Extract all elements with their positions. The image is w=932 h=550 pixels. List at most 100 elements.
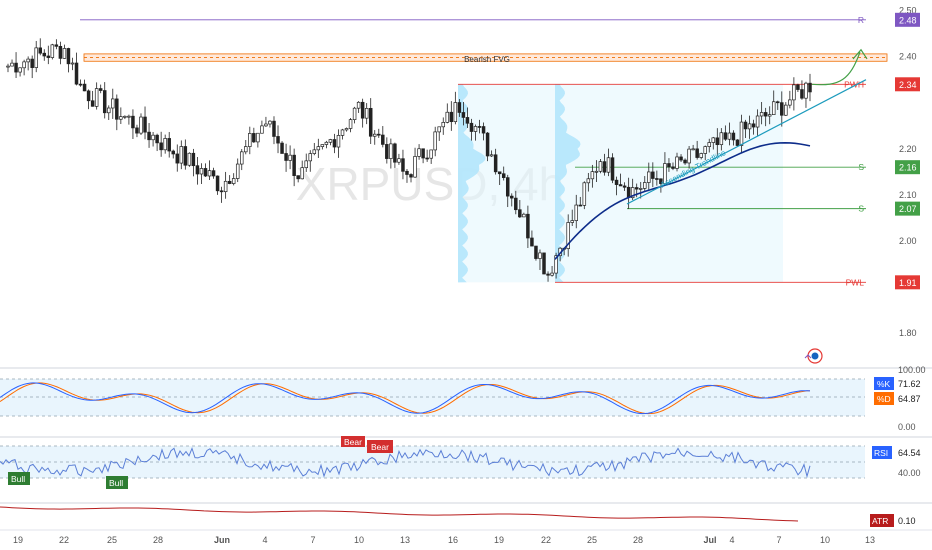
candle: [308, 150, 313, 172]
price-tick-5: 2.00: [899, 236, 917, 246]
candle: [566, 214, 570, 257]
candle-body: [324, 141, 329, 145]
candle: [578, 196, 583, 207]
candle-body: [207, 170, 212, 177]
candle: [792, 77, 796, 111]
ascending-trendline[interactable]: [626, 79, 867, 205]
candle-body: [248, 133, 252, 147]
candle-body: [578, 204, 583, 207]
candle: [534, 245, 538, 261]
level-badge-text-1: 2.34: [899, 80, 917, 90]
candle: [304, 153, 308, 172]
price-tick-6: 1.80: [899, 328, 917, 338]
signal-bear-2-text: Bear: [371, 442, 389, 452]
candle-body: [46, 55, 51, 58]
candle-body: [119, 116, 123, 120]
candle: [699, 152, 703, 160]
candle: [70, 57, 75, 71]
candle-body: [107, 107, 111, 114]
candle-body: [98, 88, 103, 91]
candle-body: [501, 173, 506, 178]
fvg-label: Bearish FVG: [464, 55, 510, 64]
candle-body: [231, 178, 236, 184]
candle-body: [792, 84, 796, 101]
candle: [219, 186, 224, 203]
candle-body: [239, 151, 244, 165]
candle: [6, 63, 10, 73]
candle: [638, 181, 643, 199]
candle: [94, 82, 99, 110]
candle-body: [441, 122, 446, 128]
candle-body: [90, 100, 95, 107]
candle: [542, 252, 546, 275]
candle: [364, 103, 369, 125]
time-tick-18: 13: [865, 535, 875, 545]
candle: [530, 230, 534, 247]
candle: [497, 171, 502, 185]
candle-body: [784, 104, 788, 116]
candle: [743, 119, 748, 138]
candle: [780, 91, 784, 127]
candle-body: [256, 132, 260, 143]
candle-body: [796, 84, 800, 90]
candle: [405, 168, 409, 183]
candle: [659, 178, 663, 193]
projection-arrow: [811, 51, 861, 86]
candle-body: [695, 148, 699, 158]
candle-body: [66, 48, 71, 65]
candle: [687, 145, 691, 169]
candle: [582, 181, 587, 210]
stochastic-pane: 100.00 0.00 %K 71.62 %D 64.87: [0, 365, 928, 432]
candle-body: [58, 45, 63, 59]
candle-body: [683, 159, 687, 164]
candle-body: [139, 116, 143, 134]
candle-body: [808, 82, 812, 93]
candle: [10, 59, 14, 67]
candle: [759, 102, 764, 125]
time-tick-17: 10: [820, 535, 830, 545]
candle-body: [759, 112, 764, 117]
candle: [755, 109, 760, 136]
candle: [493, 148, 498, 175]
stoch-d-value: 64.87: [898, 394, 921, 404]
rsi-value: 64.54: [898, 448, 921, 458]
candle-body: [312, 149, 317, 154]
time-tick-12: 25: [587, 535, 597, 545]
candle: [393, 142, 397, 168]
candle-body: [187, 152, 192, 166]
candle-body: [288, 154, 292, 161]
time-tick-14: Jul: [703, 535, 716, 545]
candle: [14, 52, 18, 78]
candle-body: [203, 168, 208, 177]
candle: [328, 138, 333, 146]
candle-body: [260, 125, 264, 134]
level-badge-2: [895, 160, 920, 175]
candle: [735, 139, 740, 147]
flag-icon[interactable]: [804, 348, 823, 364]
candle: [264, 116, 268, 128]
candle: [54, 39, 59, 50]
time-tick-4: Jun: [214, 535, 230, 545]
candle-body: [368, 107, 373, 137]
level-badge-4: [895, 275, 920, 290]
candle-body: [767, 114, 772, 117]
level-badge-1: [895, 77, 920, 92]
candle: [195, 157, 200, 185]
candle-body: [405, 170, 409, 175]
candle-body: [445, 111, 450, 123]
candle: [78, 79, 83, 87]
candle-body: [453, 102, 458, 123]
time-axis[interactable]: 19 22 25 28 Jun 4 7 10 13 16 19 22 25 28 Jul 4 7 10 13: [13, 535, 875, 545]
level-name-1: PWH: [844, 79, 864, 89]
candle-body: [377, 133, 381, 136]
candle-body: [735, 139, 740, 146]
candle: [445, 103, 450, 124]
candle-body: [131, 115, 135, 129]
candle-body: [691, 148, 695, 151]
candle: [437, 126, 441, 141]
candle-body: [626, 186, 631, 199]
candle: [485, 132, 490, 162]
candle-body: [381, 134, 385, 145]
price-tick-0: 2.50: [899, 6, 917, 16]
